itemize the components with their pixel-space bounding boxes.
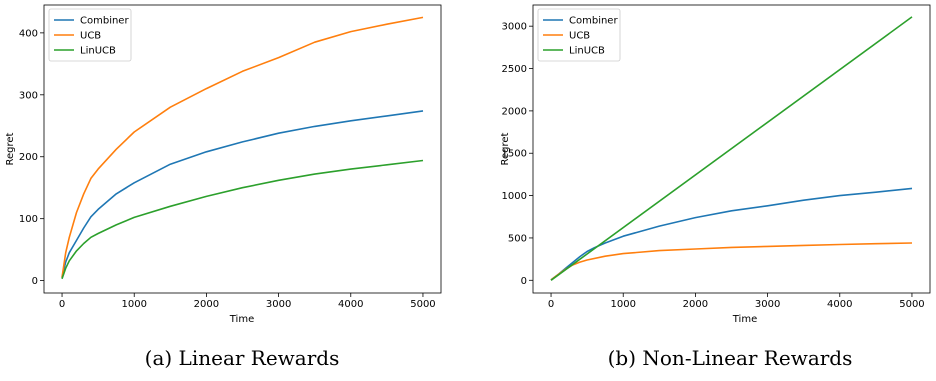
caption: (a) Linear Rewards: [145, 346, 340, 370]
x-tick-label: 2000: [683, 299, 708, 310]
series-lines: [61, 16, 424, 280]
x-tick-label: 3000: [755, 299, 780, 310]
series-line-linucb: [550, 16, 913, 281]
y-tick-label: 0: [32, 276, 38, 287]
legend-label-linucb: LinUCB: [569, 46, 605, 57]
axis-ticks: 0 1000 2000 3000 4000 5000 0 500 1000 1500 2000 250…: [502, 22, 925, 310]
y-tick-label: 2000: [502, 106, 527, 117]
chart-non-linear-rewards: 0 1000 2000 3000 4000 5000 0 500 1000 1500 2000 250…: [500, 4, 931, 370]
x-axis-label: Time: [229, 314, 254, 325]
caption: (b) Non-Linear Rewards: [608, 346, 853, 370]
axis-ticks: 0 1000 2000 3000 4000 5000 0 100 200 300 400: [19, 28, 436, 310]
x-tick-label: 4000: [338, 299, 363, 310]
legend-label-linucb: LinUCB: [80, 46, 116, 57]
x-tick-label: 4000: [827, 299, 852, 310]
y-tick-label: 2500: [502, 64, 527, 75]
series-line-ucb: [550, 242, 913, 281]
x-axis-label: Time: [732, 314, 757, 325]
y-tick-label: 1500: [502, 149, 527, 160]
legend-label-combiner: Combiner: [569, 16, 618, 27]
x-tick-label: 5000: [899, 299, 924, 310]
x-tick-label: 5000: [410, 299, 435, 310]
legend-label-ucb: UCB: [80, 31, 101, 42]
y-tick-label: 500: [508, 233, 527, 244]
y-tick-label: 100: [19, 214, 38, 225]
legend-label-combiner: Combiner: [80, 16, 129, 27]
y-tick-label: 3000: [502, 22, 527, 33]
x-tick-label: 1000: [122, 299, 147, 310]
y-axis-label: Regret: [5, 132, 16, 165]
x-tick-label: 1000: [611, 299, 636, 310]
series-lines: [550, 16, 913, 281]
legend: Combiner UCB LinUCB: [537, 8, 621, 62]
plot-frame: [532, 4, 931, 294]
y-tick-label: 200: [19, 152, 38, 163]
y-tick-label: 0: [521, 276, 527, 287]
x-tick-label: 0: [548, 299, 554, 310]
series-line-combiner: [550, 187, 913, 281]
series-line-ucb: [61, 16, 424, 278]
x-tick-label: 0: [59, 299, 65, 310]
series-line-linucb: [61, 159, 424, 280]
y-tick-label: 400: [19, 28, 38, 39]
legend-box: [48, 8, 132, 62]
y-tick-label: 1000: [502, 191, 527, 202]
y-axis-label: Regret: [500, 132, 511, 165]
x-tick-label: 2000: [194, 299, 219, 310]
legend-box: [537, 8, 621, 62]
legend: Combiner UCB LinUCB: [48, 8, 132, 62]
x-tick-label: 3000: [266, 299, 291, 310]
legend-label-ucb: UCB: [569, 31, 590, 42]
series-line-combiner: [61, 110, 424, 278]
plot-frame: [43, 4, 442, 294]
y-tick-label: 300: [19, 90, 38, 101]
